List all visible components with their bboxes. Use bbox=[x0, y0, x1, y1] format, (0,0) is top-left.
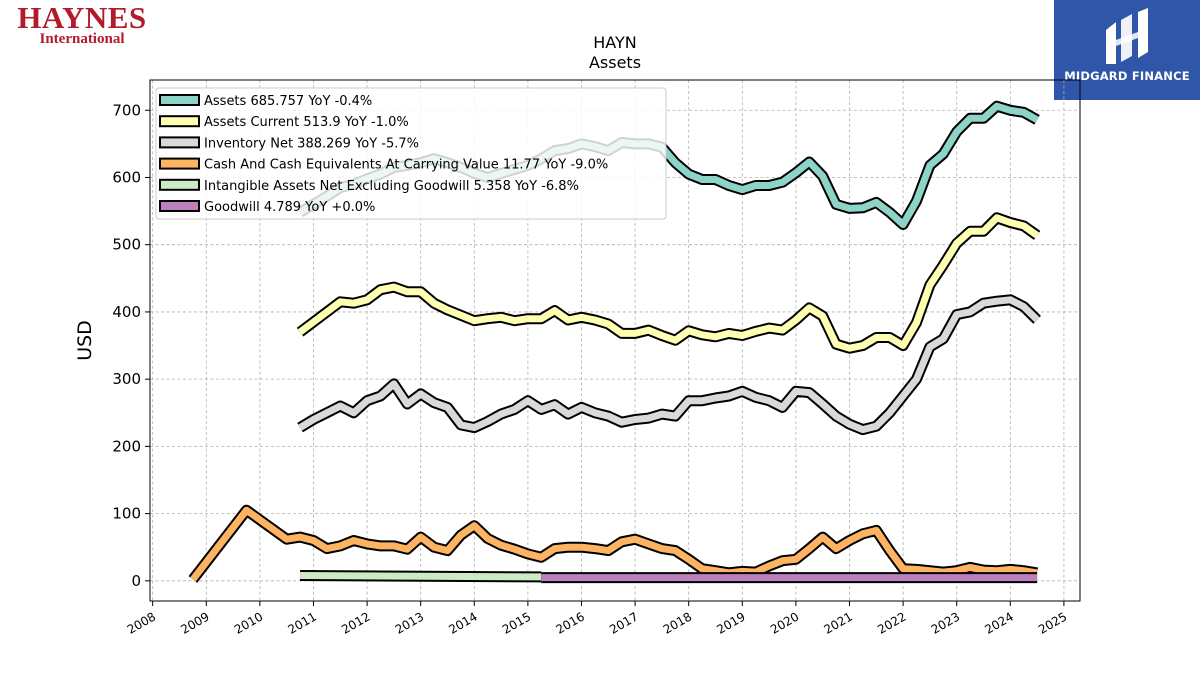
series-4 bbox=[300, 570, 542, 583]
x-tick-label: 2012 bbox=[339, 609, 372, 636]
plot-frame bbox=[149, 79, 1081, 602]
y-tick-label: 100 bbox=[112, 505, 141, 523]
x-tick-label: 2024 bbox=[982, 609, 1015, 636]
legend-box bbox=[155, 87, 667, 220]
x-tick-label: 2022 bbox=[875, 609, 908, 636]
legend-item: Goodwill 4.789 YoY +0.0% bbox=[159, 200, 375, 215]
x-tick-label: 2021 bbox=[822, 609, 855, 636]
legend-label: Intangible Assets Net Excluding Goodwill… bbox=[204, 179, 579, 194]
x-tick-label: 2010 bbox=[232, 609, 265, 636]
legend-swatch bbox=[159, 178, 200, 191]
y-tick-label: 500 bbox=[112, 236, 141, 254]
y-tick-label: 0 bbox=[131, 572, 141, 590]
x-tick-label: 2023 bbox=[929, 609, 962, 636]
legend-swatch bbox=[159, 136, 200, 149]
legend-label: Assets 685.757 YoY -0.4% bbox=[204, 94, 372, 109]
legend-item: Intangible Assets Net Excluding Goodwill… bbox=[159, 178, 579, 194]
series-line bbox=[300, 572, 542, 581]
legend-item: Assets 685.757 YoY -0.4% bbox=[159, 94, 372, 109]
y-tick-label: 600 bbox=[112, 168, 141, 186]
legend: Assets 685.757 YoY -0.4% Assets Current 5… bbox=[155, 87, 667, 220]
chart-subtitle: Assets bbox=[589, 53, 641, 72]
x-tick-label: 2025 bbox=[1036, 609, 1069, 636]
legend-swatch bbox=[159, 200, 200, 212]
y-tick-label: 200 bbox=[112, 437, 141, 455]
series-line-outline bbox=[297, 294, 1041, 436]
series-1 bbox=[296, 212, 1041, 354]
series-line-outline bbox=[296, 212, 1041, 354]
legend-label: Assets Current 513.9 YoY -1.0% bbox=[204, 115, 409, 130]
chart-title: HAYN bbox=[593, 33, 636, 52]
legend-swatch bbox=[159, 94, 200, 106]
series-3 bbox=[188, 504, 1038, 583]
legend-item: Assets Current 513.9 YoY -1.0% bbox=[159, 115, 409, 130]
y-tick-label: 700 bbox=[112, 101, 141, 119]
x-tick-label: 2011 bbox=[286, 609, 319, 636]
x-tick-label: 2008 bbox=[125, 609, 158, 636]
brand-logo-icon bbox=[1106, 8, 1148, 64]
company-logo: HAYNES International bbox=[4, 2, 164, 52]
series-line bbox=[297, 214, 1040, 352]
x-tick-label: 2009 bbox=[178, 609, 211, 636]
legend-item: Cash And Cash Equivalents At Carrying Va… bbox=[159, 157, 608, 173]
legend-item: Inventory Net 388.269 YoY -5.7% bbox=[159, 136, 419, 151]
series-line bbox=[298, 296, 1040, 434]
series-line bbox=[190, 506, 1038, 582]
y-axis-label: USD bbox=[74, 320, 96, 361]
y-tick-label: 300 bbox=[112, 370, 141, 388]
legend-label: Cash And Cash Equivalents At Carrying Va… bbox=[204, 158, 608, 173]
x-tick-label: 2019 bbox=[714, 609, 747, 636]
legend-swatch bbox=[159, 115, 200, 128]
logo-subtitle: International bbox=[39, 31, 125, 47]
x-tick-label: 2014 bbox=[446, 609, 479, 636]
x-tick-label: 2018 bbox=[661, 609, 694, 636]
series-2 bbox=[297, 294, 1041, 436]
legend-swatch bbox=[159, 157, 200, 170]
x-tick-label: 2020 bbox=[768, 609, 801, 636]
brand-badge: MIDGARD FINANCE bbox=[1054, 0, 1200, 100]
logo-name: HAYNES bbox=[17, 0, 147, 35]
x-tick-label: 2013 bbox=[393, 609, 426, 636]
x-tick-label: 2017 bbox=[607, 609, 640, 636]
y-tick-label: 400 bbox=[112, 303, 141, 321]
x-tick-label: 2015 bbox=[500, 609, 533, 636]
legend-label: Goodwill 4.789 YoY +0.0% bbox=[204, 200, 375, 215]
legend-label: Inventory Net 388.269 YoY -5.7% bbox=[204, 136, 419, 151]
brand-name: MIDGARD FINANCE bbox=[1064, 69, 1190, 83]
x-tick-label: 2016 bbox=[554, 609, 587, 636]
